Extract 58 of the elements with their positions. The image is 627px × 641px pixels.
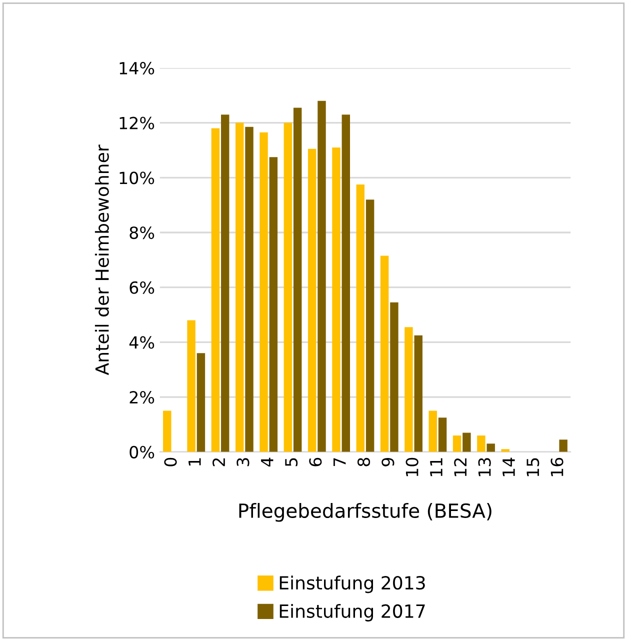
bar bbox=[196, 353, 206, 452]
bar bbox=[414, 335, 422, 452]
x-tick-label: 13 bbox=[478, 458, 491, 476]
bar bbox=[187, 320, 196, 452]
x-tick-label: 6 bbox=[309, 458, 322, 466]
x-tick-label: 16 bbox=[550, 458, 564, 476]
bar bbox=[163, 410, 172, 452]
legend-label: Einstufung 2017 bbox=[280, 604, 425, 622]
bar bbox=[380, 256, 389, 452]
x-tick-label: 15 bbox=[526, 458, 540, 476]
y-tick-label: 10% bbox=[120, 172, 154, 184]
bar bbox=[269, 157, 278, 452]
x-tick-label: 4 bbox=[261, 458, 274, 467]
y-tick-label: 6% bbox=[130, 281, 154, 294]
y-axis-title: Anteil der Heimbewohner bbox=[94, 144, 109, 376]
bar bbox=[236, 122, 244, 452]
x-tick-label: 5 bbox=[285, 458, 298, 466]
x-tick-label: 14 bbox=[502, 458, 515, 476]
x-tick-label: 12 bbox=[454, 458, 466, 476]
bar bbox=[404, 327, 413, 452]
bar bbox=[284, 122, 292, 452]
bar bbox=[366, 200, 374, 452]
bar bbox=[260, 132, 268, 452]
bar bbox=[477, 435, 486, 452]
bar bbox=[390, 302, 398, 452]
x-tick-label: 2 bbox=[212, 458, 225, 466]
bar bbox=[559, 440, 568, 452]
x-tick-label: 0 bbox=[164, 458, 177, 466]
y-tick-label: 8% bbox=[130, 226, 154, 240]
bar bbox=[245, 126, 254, 452]
bar bbox=[428, 410, 437, 452]
bar bbox=[452, 435, 462, 452]
bar bbox=[486, 444, 495, 452]
bar bbox=[332, 147, 340, 452]
x-tick-label: 10 bbox=[406, 458, 418, 476]
x-tick-label: 3 bbox=[236, 458, 250, 466]
bar bbox=[221, 114, 230, 452]
bar bbox=[462, 432, 471, 452]
x-tick-label: 9 bbox=[382, 458, 394, 466]
bar bbox=[318, 100, 326, 452]
bar bbox=[438, 418, 447, 452]
legend-label: Einstufung 2013 bbox=[280, 576, 425, 594]
bar bbox=[501, 449, 510, 452]
bar bbox=[293, 108, 302, 452]
bar bbox=[308, 148, 316, 452]
y-tick-label: 2% bbox=[130, 391, 154, 404]
x-tick-label: 8 bbox=[357, 458, 370, 466]
bar bbox=[356, 184, 365, 452]
x-tick-label: 7 bbox=[334, 458, 346, 466]
x-axis-title: Pflegebedarfsstufe (BESA) bbox=[239, 502, 492, 522]
y-tick-label: 0% bbox=[130, 446, 154, 458]
y-tick-label: 12% bbox=[120, 116, 154, 130]
bar bbox=[342, 114, 350, 452]
y-tick-label: 4% bbox=[129, 336, 154, 349]
bar bbox=[211, 128, 220, 452]
x-tick-label: 11 bbox=[430, 458, 442, 476]
x-tick-label: 1 bbox=[188, 458, 201, 466]
y-tick-label: 14% bbox=[120, 62, 154, 75]
